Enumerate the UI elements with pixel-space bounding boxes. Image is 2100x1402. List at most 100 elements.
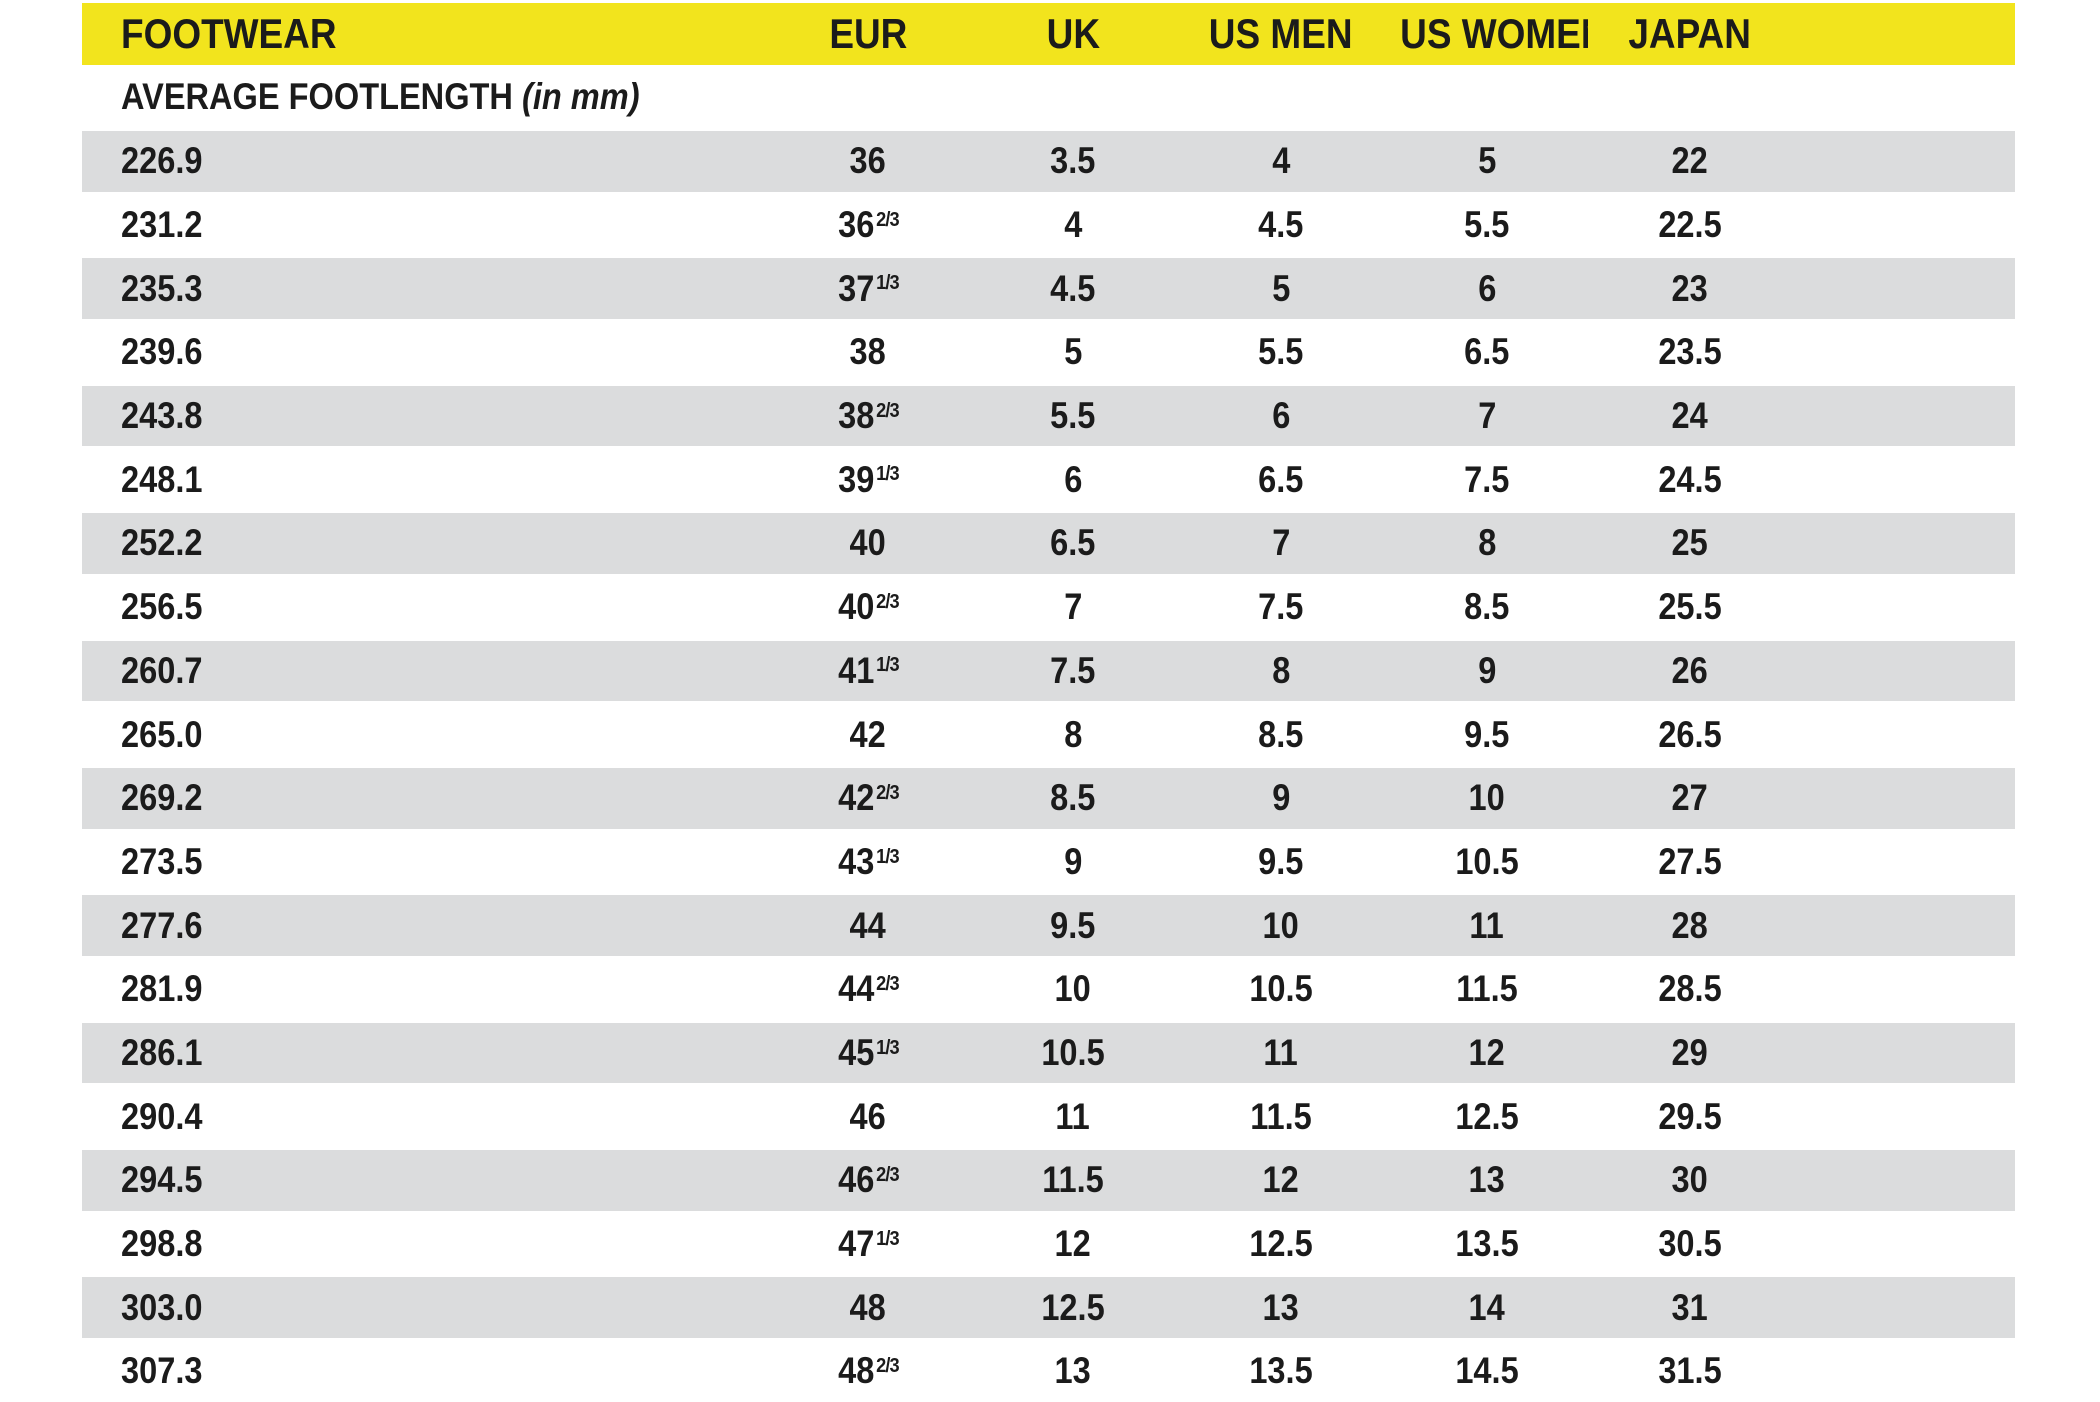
cell-footlength: 256.5 bbox=[82, 573, 766, 638]
cell-us-women: 12.5 bbox=[1386, 1083, 1588, 1147]
cell-japan: 24 bbox=[1588, 382, 1792, 447]
cell-us-women: 6.5 bbox=[1386, 319, 1588, 383]
cell-uk: 3.5 bbox=[970, 128, 1176, 192]
row-spacer bbox=[1792, 255, 2015, 320]
row-spacer bbox=[1792, 637, 2015, 702]
header-cell-japan: JAPAN bbox=[1588, 3, 1792, 65]
row-spacer bbox=[1792, 319, 2015, 383]
cell-us-men: 4.5 bbox=[1176, 191, 1386, 256]
subheader-unit: (in mm) bbox=[521, 75, 640, 117]
cell-eur: 391/3 bbox=[766, 446, 970, 511]
cell-uk: 9.5 bbox=[970, 892, 1176, 956]
cell-japan: 26 bbox=[1588, 637, 1792, 702]
cell-eur: 40 bbox=[766, 510, 970, 574]
column-label-us-men: US MEN bbox=[1209, 10, 1353, 57]
cell-eur: 462/3 bbox=[766, 1147, 970, 1211]
eur-fraction: 2/3 bbox=[875, 971, 900, 995]
cell-uk: 6.5 bbox=[970, 510, 1176, 574]
subheader-label: AVERAGE FOOTLENGTH (in mm) bbox=[121, 76, 640, 118]
cell-japan: 22 bbox=[1588, 128, 1792, 192]
row-spacer bbox=[1792, 892, 2015, 956]
cell-us-women: 10.5 bbox=[1386, 828, 1588, 893]
header-spacer bbox=[1792, 3, 2015, 65]
cell-footlength: 307.3 bbox=[82, 1338, 766, 1402]
cell-japan: 30.5 bbox=[1588, 1210, 1792, 1275]
column-label-eur: EUR bbox=[828, 10, 908, 57]
cell-eur: 431/3 bbox=[766, 828, 970, 893]
cell-us-men: 8 bbox=[1176, 637, 1386, 702]
cell-eur: 471/3 bbox=[766, 1210, 970, 1275]
cell-footlength: 239.6 bbox=[82, 319, 766, 383]
table-row: 243.8 382/3 5.5 6 7 24 bbox=[82, 382, 2015, 447]
cell-uk: 7.5 bbox=[970, 637, 1176, 702]
table-row: 303.0 48 12.5 13 14 31 bbox=[82, 1274, 2015, 1339]
cell-japan: 29 bbox=[1588, 1019, 1792, 1084]
cell-footlength: 281.9 bbox=[82, 955, 766, 1020]
table-row: 286.1 451/3 10.5 11 12 29 bbox=[82, 1019, 2015, 1084]
cell-uk: 8.5 bbox=[970, 764, 1176, 829]
cell-us-men: 7 bbox=[1176, 510, 1386, 574]
cell-us-men: 13 bbox=[1176, 1274, 1386, 1339]
cell-us-men: 10 bbox=[1176, 892, 1386, 956]
cell-us-women: 8.5 bbox=[1386, 573, 1588, 638]
cell-japan: 31.5 bbox=[1588, 1338, 1792, 1402]
cell-eur: 451/3 bbox=[766, 1019, 970, 1084]
eur-fraction: 2/3 bbox=[875, 1354, 900, 1378]
row-spacer bbox=[1792, 1338, 2015, 1402]
table-row: 260.7 411/3 7.5 8 9 26 bbox=[82, 637, 2015, 702]
cell-japan: 30 bbox=[1588, 1147, 1792, 1211]
cell-us-men: 13.5 bbox=[1176, 1338, 1386, 1402]
cell-us-men: 8.5 bbox=[1176, 701, 1386, 765]
cell-us-women: 7 bbox=[1386, 382, 1588, 447]
table-row: 273.5 431/3 9 9.5 10.5 27.5 bbox=[82, 828, 2015, 893]
cell-us-women: 6 bbox=[1386, 255, 1588, 320]
table-row: 256.5 402/3 7 7.5 8.5 25.5 bbox=[82, 573, 2015, 638]
table-row: 269.2 422/3 8.5 9 10 27 bbox=[82, 764, 2015, 829]
row-spacer bbox=[1792, 1083, 2015, 1147]
eur-fraction: 2/3 bbox=[875, 207, 900, 231]
row-spacer bbox=[1792, 1147, 2015, 1211]
column-label-japan: JAPAN bbox=[1628, 10, 1752, 57]
cell-uk: 9 bbox=[970, 828, 1176, 893]
cell-footlength: 269.2 bbox=[82, 764, 766, 829]
cell-us-men: 5 bbox=[1176, 255, 1386, 320]
row-spacer bbox=[1792, 1019, 2015, 1084]
cell-us-women: 11 bbox=[1386, 892, 1588, 956]
cell-uk: 12 bbox=[970, 1210, 1176, 1275]
cell-us-women: 13.5 bbox=[1386, 1210, 1588, 1275]
cell-uk: 6 bbox=[970, 446, 1176, 511]
cell-eur: 46 bbox=[766, 1083, 970, 1147]
table-row: 265.0 42 8 8.5 9.5 26.5 bbox=[82, 701, 2015, 765]
cell-uk: 5.5 bbox=[970, 382, 1176, 447]
cell-us-men: 9.5 bbox=[1176, 828, 1386, 893]
row-spacer bbox=[1792, 955, 2015, 1020]
row-spacer bbox=[1792, 573, 2015, 638]
cell-footlength: 243.8 bbox=[82, 382, 766, 447]
cell-japan: 31 bbox=[1588, 1274, 1792, 1339]
cell-eur: 48 bbox=[766, 1274, 970, 1339]
table-row: 248.1 391/3 6 6.5 7.5 24.5 bbox=[82, 446, 2015, 511]
cell-us-men: 11 bbox=[1176, 1019, 1386, 1084]
cell-us-women: 7.5 bbox=[1386, 446, 1588, 511]
table-row: 290.4 46 11 11.5 12.5 29.5 bbox=[82, 1083, 2015, 1147]
cell-japan: 28.5 bbox=[1588, 955, 1792, 1020]
cell-us-women: 11.5 bbox=[1386, 955, 1588, 1020]
table-row: 231.2 362/3 4 4.5 5.5 22.5 bbox=[82, 191, 2015, 256]
cell-uk: 4 bbox=[970, 191, 1176, 256]
cell-us-men: 11.5 bbox=[1176, 1083, 1386, 1147]
cell-japan: 25 bbox=[1588, 510, 1792, 574]
cell-japan: 23 bbox=[1588, 255, 1792, 320]
table-row: 226.9 36 3.5 4 5 22 bbox=[82, 128, 2015, 192]
cell-us-men: 10.5 bbox=[1176, 955, 1386, 1020]
cell-eur: 371/3 bbox=[766, 255, 970, 320]
subheader-text: AVERAGE FOOTLENGTH bbox=[121, 75, 513, 117]
cell-uk: 7 bbox=[970, 573, 1176, 638]
cell-footlength: 226.9 bbox=[82, 128, 766, 192]
eur-fraction: 2/3 bbox=[875, 780, 900, 804]
row-spacer bbox=[1792, 446, 2015, 511]
cell-footlength: 286.1 bbox=[82, 1019, 766, 1084]
cell-us-women: 13 bbox=[1386, 1147, 1588, 1211]
cell-japan: 22.5 bbox=[1588, 191, 1792, 256]
eur-fraction: 1/3 bbox=[875, 844, 900, 868]
cell-us-women: 5.5 bbox=[1386, 191, 1588, 256]
